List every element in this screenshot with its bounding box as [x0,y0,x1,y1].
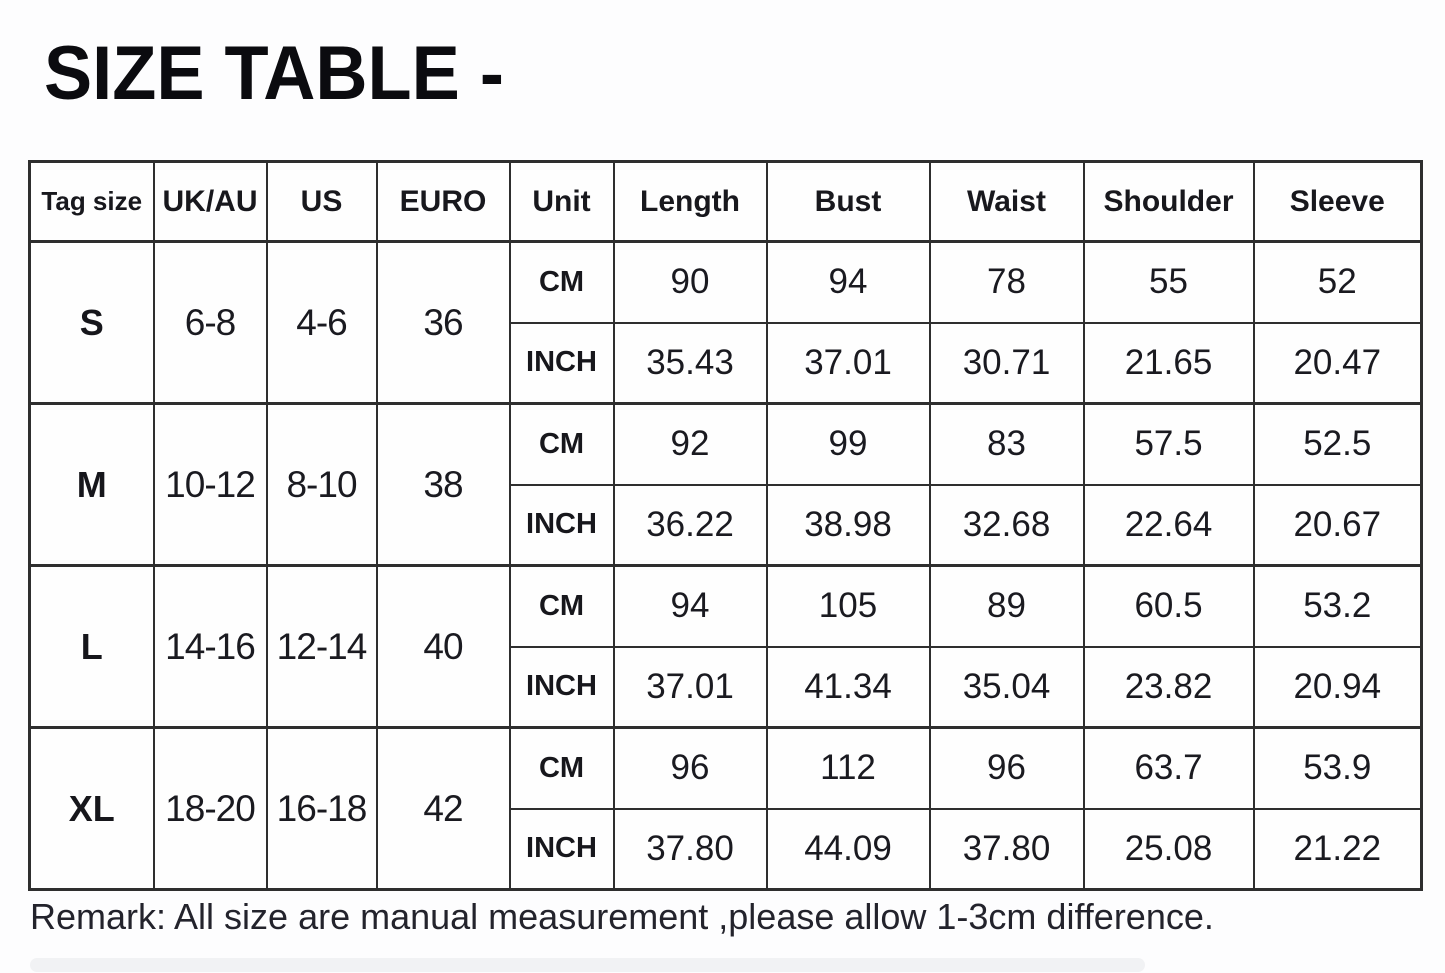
measurement-cell: 60.5 [1082,564,1255,648]
measurement-cell: 94 [765,240,931,324]
measurement-cell: 37.01 [612,645,768,729]
us-cell: 16-18 [265,726,378,891]
table-row-m-inch: INCH 36.22 38.98 32.68 22.64 20.67 [30,483,1423,567]
measurement-cell: 44.09 [765,807,931,891]
measurement-cell: 63.7 [1082,726,1255,810]
measurement-cell: 20.94 [1252,645,1423,729]
measurement-cell: 52.5 [1252,402,1423,486]
unit-cell: INCH [508,483,615,567]
table-row-m-cm: M 10-12 8-10 38 CM 92 99 83 57.5 52.5 [28,402,1423,567]
measurement-cell: 37.01 [765,321,931,405]
header-uk-au: UK/AU [152,160,268,243]
unit-cell: INCH [508,807,615,891]
header-euro: EURO [375,160,511,243]
measurement-cell: 20.67 [1252,483,1423,567]
measurement-cell: 25.08 [1082,807,1255,891]
euro-cell: 38 [375,402,511,567]
uk-au-cell: 10-12 [152,402,268,567]
header-tag-size: Tag size [28,160,155,243]
unit-cell: INCH [508,645,615,729]
size-table: Tag size UK/AU US EURO Unit Length Bust … [28,160,1423,891]
table-row-s-inch: INCH 35.43 37.01 30.71 21.65 20.47 [30,321,1423,405]
uk-au-cell: 6-8 [152,240,268,405]
measurement-cell: 32.68 [928,483,1085,567]
table-row-l-inch: INCH 37.01 41.34 35.04 23.82 20.94 [30,645,1423,729]
table-header-row: Tag size UK/AU US EURO Unit Length Bust … [28,160,1423,243]
measurement-cell: 83 [928,402,1085,486]
measurement-cell: 57.5 [1082,402,1255,486]
measurement-cell: 35.04 [928,645,1085,729]
measurement-cell: 52 [1252,240,1423,324]
measurement-cell: 53.2 [1252,564,1423,648]
header-us: US [265,160,378,243]
measurement-cell: 99 [765,402,931,486]
measurement-cell: 89 [928,564,1085,648]
euro-cell: 42 [375,726,511,891]
uk-au-cell: 14-16 [152,564,268,729]
measurement-cell: 92 [612,402,768,486]
page-title: SIZE TABLE - [44,31,504,116]
measurement-cell: 41.34 [765,645,931,729]
table-row-xl-cm: XL 18-20 16-18 42 CM 96 112 96 63.7 53.9 [28,726,1423,891]
header-waist: Waist [928,160,1085,243]
unit-cell: CM [508,726,615,810]
measurement-cell: 38.98 [765,483,931,567]
tag-size-cell: M [28,402,155,567]
table-row-s-cm: S 6-8 4-6 36 CM 90 94 78 55 52 [28,240,1423,405]
measurement-cell: 20.47 [1252,321,1423,405]
bottom-edge-artifact [30,958,1145,972]
unit-cell: CM [508,240,615,324]
measurement-cell: 36.22 [612,483,768,567]
header-length: Length [612,160,768,243]
us-cell: 8-10 [265,402,378,567]
unit-cell: INCH [508,321,615,405]
measurement-cell: 30.71 [928,321,1085,405]
measurement-cell: 55 [1082,240,1255,324]
measurement-cell: 22.64 [1082,483,1255,567]
header-sleeve: Sleeve [1252,160,1423,243]
measurement-cell: 96 [928,726,1085,810]
us-cell: 4-6 [265,240,378,405]
remark-text: Remark: All size are manual measurement … [30,896,1214,937]
tag-size-cell: L [28,564,155,729]
table-row-l-cm: L 14-16 12-14 40 CM 94 105 89 60.5 53.2 [28,564,1423,729]
measurement-cell: 21.22 [1252,807,1423,891]
euro-cell: 36 [375,240,511,405]
measurement-cell: 94 [612,564,768,648]
table-row-xl-inch: INCH 37.80 44.09 37.80 25.08 21.22 [30,807,1423,891]
measurement-cell: 78 [928,240,1085,324]
tag-size-cell: S [28,240,155,405]
measurement-cell: 35.43 [612,321,768,405]
unit-cell: CM [508,402,615,486]
euro-cell: 40 [375,564,511,729]
measurement-cell: 37.80 [612,807,768,891]
header-bust: Bust [765,160,931,243]
us-cell: 12-14 [265,564,378,729]
measurement-cell: 90 [612,240,768,324]
measurement-cell: 105 [765,564,931,648]
measurement-cell: 37.80 [928,807,1085,891]
measurement-cell: 96 [612,726,768,810]
tag-size-cell: XL [28,726,155,891]
header-unit: Unit [508,160,615,243]
measurement-cell: 21.65 [1082,321,1255,405]
measurement-cell: 23.82 [1082,645,1255,729]
unit-cell: CM [508,564,615,648]
measurement-cell: 112 [765,726,931,810]
uk-au-cell: 18-20 [152,726,268,891]
measurement-cell: 53.9 [1252,726,1423,810]
header-shoulder: Shoulder [1082,160,1255,243]
